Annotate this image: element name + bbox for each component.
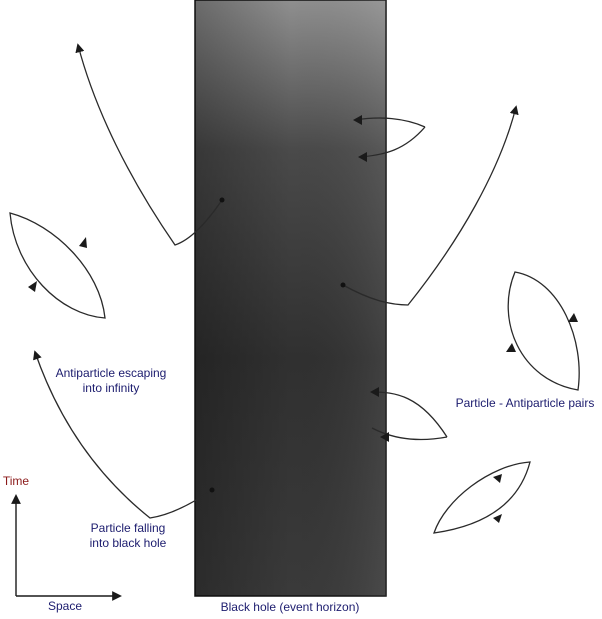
arrowhead [493, 474, 502, 483]
arrowhead [358, 152, 367, 162]
arrowhead [506, 343, 516, 352]
antiparticle-escaping-label: Antiparticle escaping into infinity [55, 366, 167, 395]
top-left-trajectory [75, 43, 223, 246]
lower-left-trajectory [33, 350, 213, 519]
space-axis-label: Space [47, 599, 83, 613]
arrowhead [370, 387, 379, 397]
particle-pairs-label: Particle - Antiparticle pairs [455, 396, 595, 410]
arrowhead [380, 432, 389, 442]
particle-dot [340, 282, 346, 288]
horizon-pair-bottom-inner [371, 427, 448, 441]
particle-falling-label: Particle falling into black hole [89, 521, 167, 550]
arrowhead [79, 237, 87, 248]
arrowhead [353, 115, 362, 125]
arrowhead [28, 281, 37, 292]
black-hole-shading [195, 0, 386, 596]
arrowhead [493, 514, 502, 523]
right-lower-pair-loop [433, 461, 531, 534]
right-upper-pair-loop [507, 271, 580, 391]
particle-dot [209, 487, 215, 493]
top-right-trajectory [342, 105, 519, 306]
time-axis-label: Time [2, 474, 30, 488]
left-pair-loop [9, 212, 106, 319]
particle-dot [219, 197, 225, 203]
black-hole-label: Black hole (event horizon) [220, 600, 360, 614]
arrowhead [568, 313, 578, 322]
